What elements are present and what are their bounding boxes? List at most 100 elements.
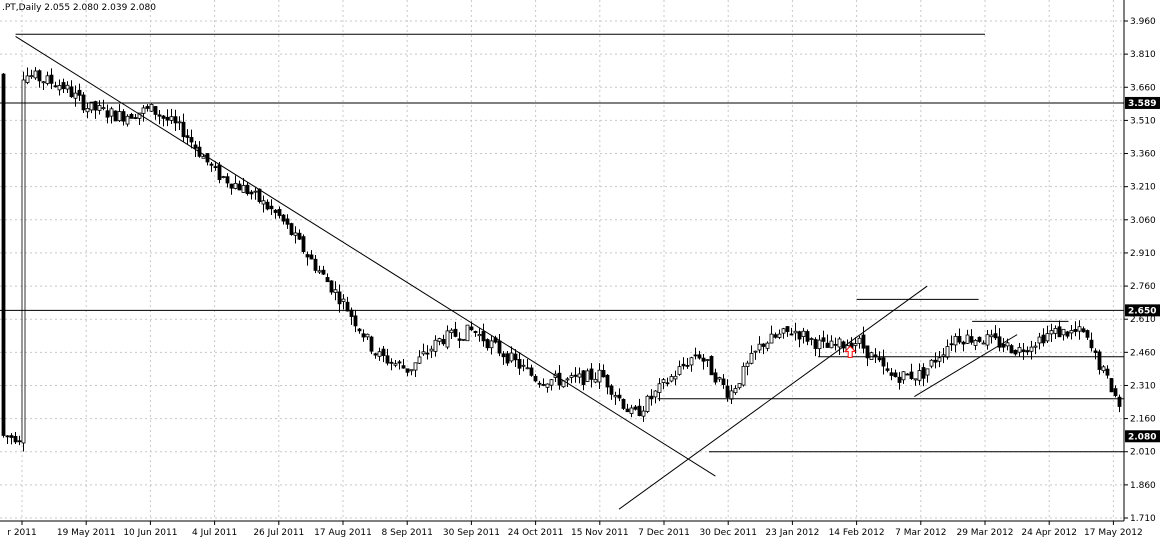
candle	[177, 116, 182, 130]
candle	[429, 345, 434, 358]
candle	[757, 336, 762, 354]
candle	[545, 383, 550, 393]
candle	[997, 328, 1002, 352]
candle	[221, 175, 226, 179]
candle	[685, 357, 690, 369]
candle	[17, 435, 22, 446]
candle	[149, 103, 154, 112]
candle	[1057, 320, 1062, 338]
y-tick-label: 2.610	[1130, 315, 1156, 325]
candles	[1, 67, 1122, 452]
candle	[381, 345, 386, 363]
candle	[145, 104, 150, 112]
candle	[501, 351, 506, 365]
candle	[749, 345, 754, 365]
candle	[449, 328, 454, 339]
candle	[277, 206, 282, 219]
x-tick-label: 17 May 2012	[1084, 528, 1143, 538]
candle	[681, 357, 686, 370]
candle	[297, 229, 302, 240]
candle	[1033, 341, 1038, 355]
candle	[33, 67, 38, 80]
candle	[165, 109, 170, 127]
candle	[229, 183, 234, 195]
candle	[577, 367, 582, 384]
down-trendline[interactable]	[15, 36, 716, 477]
candle	[457, 332, 462, 349]
x-tick-label: 10 Jun 2011	[123, 528, 177, 538]
candle	[909, 363, 914, 380]
candle	[913, 378, 918, 386]
candle	[485, 338, 490, 351]
candle	[489, 335, 494, 355]
candle	[1093, 348, 1098, 360]
candle	[533, 374, 538, 383]
candle	[309, 250, 314, 260]
candle	[957, 328, 962, 345]
candle	[61, 78, 66, 94]
candle	[537, 380, 542, 388]
x-tick-label: 24 Oct 2011	[508, 528, 564, 538]
candle	[5, 435, 10, 444]
candle	[377, 347, 382, 361]
candle	[413, 362, 418, 378]
candle	[241, 177, 246, 193]
candle	[725, 379, 730, 402]
candle	[249, 190, 254, 200]
candle	[617, 388, 622, 402]
candle	[949, 335, 954, 352]
x-tick-label: 7 Dec 2011	[638, 528, 690, 538]
candle	[37, 69, 42, 88]
candle	[405, 368, 410, 377]
y-tick-label: 2.910	[1130, 249, 1156, 259]
candle	[829, 335, 834, 349]
y-tick-label: 3.360	[1130, 150, 1156, 160]
candle	[973, 339, 978, 351]
candle	[805, 329, 810, 346]
candle	[273, 209, 278, 219]
y-tick-label: 2.160	[1130, 415, 1156, 425]
x-tick-label: 29 Mar 2012	[956, 528, 1013, 538]
candle	[125, 114, 130, 127]
candle	[1025, 346, 1030, 356]
candle	[521, 359, 526, 372]
up-trendline[interactable]	[618, 285, 928, 510]
candle	[285, 214, 290, 229]
candle	[529, 364, 534, 377]
candle	[13, 432, 18, 444]
candle	[601, 364, 606, 378]
candle	[801, 327, 806, 344]
candle	[1077, 320, 1082, 340]
chart-title: .PT,Daily 2.055 2.080 2.039 2.080	[2, 3, 156, 13]
candle	[153, 106, 158, 120]
candle	[573, 367, 578, 383]
candle	[1009, 343, 1014, 354]
candle	[333, 281, 338, 301]
candle	[881, 349, 886, 375]
candle	[1041, 328, 1046, 347]
candle	[433, 335, 438, 357]
candle	[373, 352, 378, 359]
candle	[341, 294, 346, 310]
candle	[653, 390, 658, 404]
candle	[769, 325, 774, 344]
candle	[953, 333, 958, 353]
candle	[629, 404, 634, 418]
candle	[1101, 365, 1106, 374]
channel-lower-trend-line[interactable]	[914, 334, 1018, 397]
candle	[1, 73, 6, 438]
candle	[385, 348, 390, 366]
candle	[621, 398, 626, 411]
candle	[325, 273, 330, 283]
candle	[1109, 378, 1114, 393]
candle	[813, 337, 818, 357]
candle	[933, 352, 938, 369]
candle	[969, 329, 974, 345]
candle	[905, 373, 910, 376]
y-tick-label: 3.060	[1130, 216, 1156, 226]
candle	[237, 180, 242, 191]
x-tick-label: 4 Jul 2011	[192, 528, 237, 538]
candle	[673, 370, 678, 386]
candle	[517, 352, 522, 375]
